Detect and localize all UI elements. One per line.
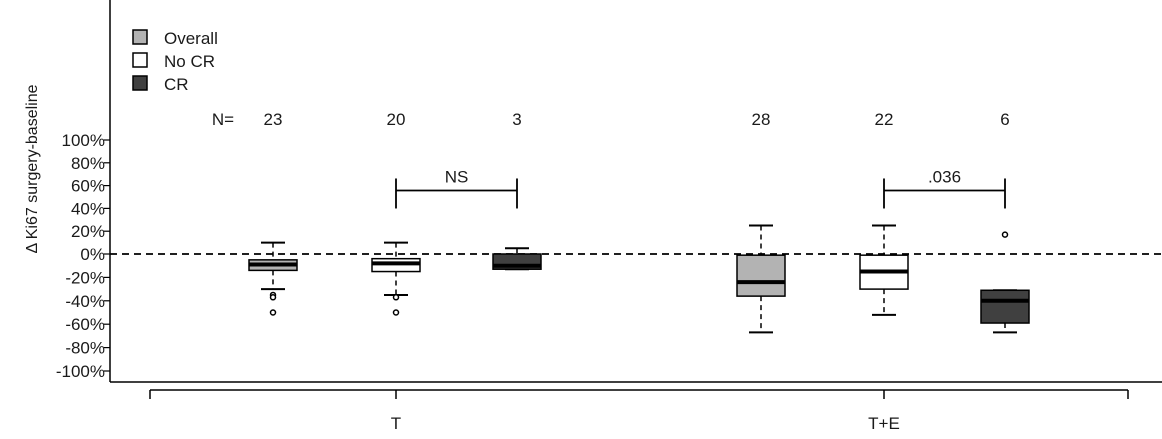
y-axis-title: Δ Ki67 surgery-baseline (24, 84, 41, 253)
outlier-point (269, 309, 277, 316)
legend: Overall No CR CR (132, 29, 218, 94)
box-no-cr (371, 241, 421, 316)
significance-bracket: .036 (883, 167, 1006, 209)
significance-label: .036 (928, 167, 961, 186)
y-tick-label: 80% (71, 154, 105, 173)
significance-label: NS (445, 167, 469, 186)
box-cr (492, 247, 542, 271)
outlier-point (1001, 231, 1009, 238)
sample-size: 6 (1000, 110, 1009, 129)
sample-size: 28 (752, 110, 771, 129)
legend-swatch (132, 29, 148, 45)
box-no-cr (859, 224, 909, 316)
legend-swatch (132, 75, 148, 91)
outlier-point (392, 309, 400, 316)
box-cr (980, 231, 1030, 334)
sample-size: 22 (875, 110, 894, 129)
legend-label: CR (164, 75, 189, 94)
y-tick-label: 0% (80, 245, 105, 264)
box-overall (248, 241, 298, 316)
x-group-label: T (391, 414, 401, 433)
sample-size: 23 (264, 110, 283, 129)
box-overall (736, 224, 786, 334)
y-tick-label: -40% (65, 292, 105, 311)
sample-size-row: N= 23 20 3 28 22 6 (212, 110, 1010, 129)
x-group-label: T+E (868, 414, 900, 433)
y-tick-label: -20% (65, 268, 105, 287)
legend-label: No CR (164, 52, 215, 71)
sample-size: 3 (512, 110, 521, 129)
y-axis: 100% 80% 60% 40% 20% 0% -20% -40% -60% -80% -100% Δ… (24, 84, 110, 381)
x-axis: T T+E (149, 389, 1129, 433)
y-tick-label: -60% (65, 315, 105, 334)
outlier-point (392, 294, 400, 301)
y-tick-label: 100% (62, 131, 105, 150)
significance-bracket: NS (395, 167, 518, 209)
iqr-box (980, 289, 1030, 324)
y-tick-label: -80% (65, 339, 105, 358)
legend-label: Overall (164, 29, 218, 48)
y-tick-label: 60% (71, 177, 105, 196)
iqr-box (736, 254, 786, 297)
sample-size: 20 (387, 110, 406, 129)
legend-swatch (132, 52, 148, 68)
n-label: N= (212, 110, 234, 129)
y-tick-label: -100% (56, 362, 105, 381)
y-tick-label: 40% (71, 199, 105, 218)
y-tick-label: 20% (71, 222, 105, 241)
outlier-point (269, 294, 277, 301)
plot-area: NS .036 (109, 0, 1162, 383)
